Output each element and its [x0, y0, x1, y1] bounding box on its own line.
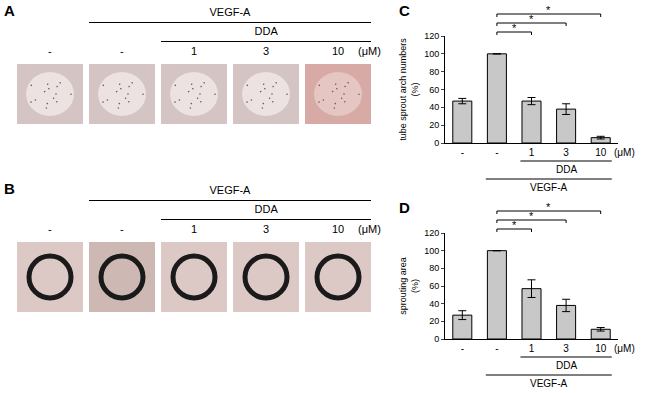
svg-text:0: 0	[434, 334, 439, 344]
svg-text:120: 120	[424, 228, 439, 238]
html-text:3: 3	[263, 223, 270, 235]
html-text:B: B	[4, 180, 15, 197]
svg-text:3: 3	[563, 147, 569, 158]
svg-text:VEGF-A: VEGF-A	[530, 182, 568, 193]
svg-text:10: 10	[595, 343, 607, 354]
svg-text:80: 80	[429, 67, 439, 77]
svg-text:-: -	[495, 147, 498, 158]
svg-text:60: 60	[429, 85, 439, 95]
svg-text:40: 40	[429, 102, 439, 112]
svg-text:(μM): (μM)	[614, 343, 635, 354]
svg-text:(μM): (μM)	[614, 147, 635, 158]
svg-text:40: 40	[429, 299, 439, 309]
svg-text:100: 100	[424, 49, 439, 59]
svg-text:100: 100	[424, 246, 439, 256]
html-text:(μM): (μM)	[358, 45, 381, 57]
html-text:DDA: DDA	[254, 25, 278, 37]
svg-text:-: -	[461, 343, 464, 354]
svg-text:sprouting area(%): sprouting area(%)	[398, 257, 420, 315]
html-text:A: A	[4, 2, 15, 19]
svg-text:*: *	[529, 13, 534, 25]
html-text:DDA: DDA	[254, 203, 278, 215]
svg-text:1: 1	[529, 147, 535, 158]
svg-text:VEGF-A: VEGF-A	[530, 378, 568, 389]
html-text:VEGF-A: VEGF-A	[209, 184, 251, 196]
svg-text:*: *	[512, 22, 517, 34]
html-text:1: 1	[191, 223, 198, 235]
svg-text:*: *	[512, 219, 517, 231]
svg-text:*: *	[546, 201, 551, 213]
svg-text:0: 0	[434, 138, 439, 148]
svg-text:-: -	[461, 147, 464, 158]
svg-text:3: 3	[563, 343, 569, 354]
html-text:3: 3	[263, 45, 270, 57]
svg-text:120: 120	[424, 31, 439, 41]
svg-text:20: 20	[429, 120, 439, 130]
html-text:1: 1	[191, 45, 198, 57]
svg-text:1: 1	[529, 343, 535, 354]
svg-text:*: *	[529, 210, 534, 222]
html-text:(μM): (μM)	[358, 223, 381, 235]
svg-text:80: 80	[429, 263, 439, 273]
svg-text:20: 20	[429, 316, 439, 326]
html-text:C: C	[399, 2, 410, 19]
svg-text:tube sprout arch numbers(%): tube sprout arch numbers(%)	[398, 38, 420, 141]
svg-text:DDA: DDA	[556, 164, 577, 175]
svg-text:*: *	[546, 4, 551, 16]
html-text:VEGF-A: VEGF-A	[209, 6, 251, 18]
svg-text:DDA: DDA	[556, 360, 577, 371]
html-text:10: 10	[332, 45, 345, 57]
html-text:10: 10	[332, 223, 345, 235]
svg-text:60: 60	[429, 281, 439, 291]
html-text:D: D	[399, 199, 410, 216]
svg-text:10: 10	[595, 147, 607, 158]
svg-text:-: -	[495, 343, 498, 354]
